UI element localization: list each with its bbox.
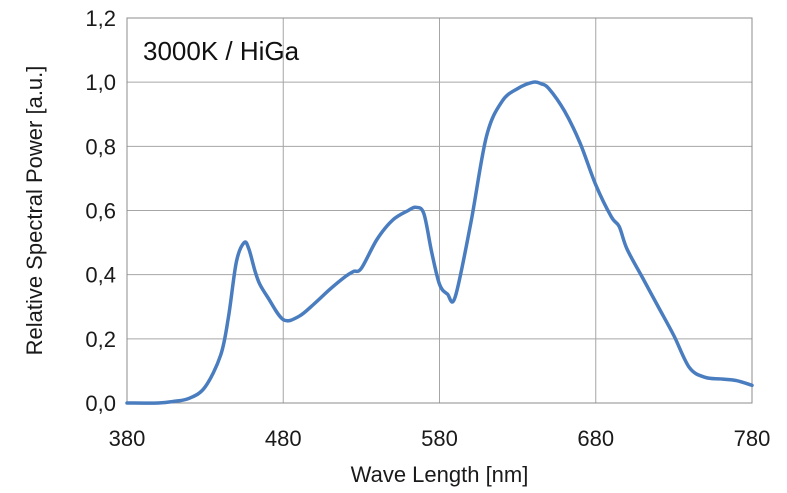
plot-area <box>126 17 753 404</box>
y-tick-label: 1,2 <box>85 6 116 31</box>
y-axis-title: Relative Spectral Power [a.u.] <box>22 66 47 356</box>
gridlines <box>126 17 753 404</box>
y-tick-label: 0,6 <box>85 199 116 224</box>
x-axis-title: Wave Length [nm] <box>351 462 529 487</box>
x-tick-label: 380 <box>109 426 146 451</box>
y-tick-label: 0,4 <box>85 263 116 288</box>
y-tick-labels: 0,0 0,2 0,4 0,6 0,8 1,0 1,2 <box>85 6 116 416</box>
y-tick-label: 0,0 <box>85 391 116 416</box>
x-tick-label: 480 <box>265 426 302 451</box>
x-tick-label: 780 <box>734 426 771 451</box>
chart-title: 3000K / HiGa <box>143 36 300 66</box>
spectrum-line <box>125 80 754 405</box>
y-tick-label: 0,8 <box>85 134 116 159</box>
x-tick-label: 580 <box>421 426 458 451</box>
y-tick-label: 0,2 <box>85 327 116 352</box>
y-tick-label: 1,0 <box>85 70 116 95</box>
x-tick-labels: 380 480 580 680 780 <box>109 426 771 451</box>
x-tick-label: 680 <box>577 426 614 451</box>
